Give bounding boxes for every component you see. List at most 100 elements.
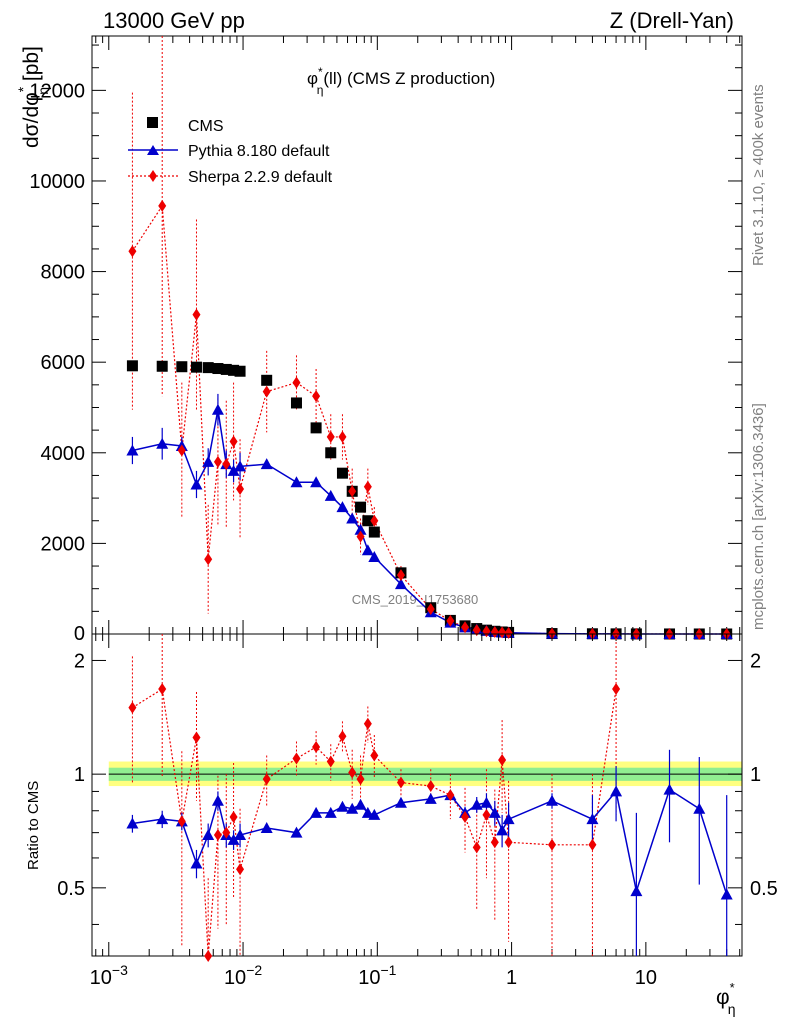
sherpa-ratio-point bbox=[312, 740, 321, 753]
sherpa-ratio-point bbox=[338, 730, 347, 743]
pythia-ratio-point bbox=[424, 792, 437, 804]
sherpa-ratio-point bbox=[192, 731, 201, 744]
legend: CMS Pythia 8.180 default Sherpa 2.2.9 de… bbox=[128, 117, 333, 186]
pythia-ratio-point bbox=[202, 829, 215, 841]
sherpa-ratio-point bbox=[498, 754, 507, 767]
sherpa-point bbox=[222, 458, 231, 471]
sherpa-point bbox=[338, 430, 347, 443]
header-right: Z (Drell-Yan) bbox=[610, 8, 734, 33]
pythia-ratio-point bbox=[394, 796, 407, 808]
x-tick-label: 10 bbox=[635, 967, 657, 989]
pythia-ratio-point bbox=[720, 888, 733, 900]
x-axis-label: φ* η bbox=[716, 980, 735, 1017]
pythia-point bbox=[354, 523, 367, 535]
sherpa-ratio-point bbox=[128, 701, 137, 714]
pythia-point bbox=[260, 458, 273, 470]
pythia-ratio-point bbox=[346, 802, 359, 814]
pythia-ratio-point bbox=[586, 813, 599, 825]
legend-label-cms: CMS bbox=[188, 118, 224, 135]
pythia-ratio-point bbox=[693, 802, 706, 814]
sherpa-ratio-point bbox=[426, 780, 435, 793]
ratio-y-tick-label: 0.5 bbox=[57, 878, 85, 900]
cms-point bbox=[228, 364, 240, 376]
y-tick-label: 10000 bbox=[29, 171, 85, 193]
sherpa-point bbox=[312, 390, 321, 403]
sherpa-line bbox=[131, 204, 727, 635]
sherpa-point bbox=[213, 455, 222, 468]
x-tick-label: 10−2 bbox=[224, 962, 262, 989]
sherpa-point bbox=[490, 625, 499, 638]
pythia-ratio-point bbox=[496, 824, 509, 836]
pythia-point bbox=[190, 478, 203, 490]
y-tick-label: 2000 bbox=[41, 533, 86, 555]
sherpa-ratio-point bbox=[548, 838, 557, 851]
cms-point bbox=[362, 515, 374, 527]
sherpa-point bbox=[356, 530, 365, 543]
ratio-y-axis-label: Ratio to CMS bbox=[25, 781, 42, 870]
main-panel-axes: 2000 4000 6000 8000 10000 12000 bbox=[29, 35, 743, 635]
ratio-y-tick-label-right: 2 bbox=[750, 650, 761, 672]
sherpa-ratio-point bbox=[158, 683, 167, 696]
pythia-point bbox=[394, 578, 407, 590]
sherpa-ratio-point bbox=[446, 789, 455, 802]
legend-marker-pythia bbox=[147, 145, 159, 155]
pythia-ratio-point bbox=[211, 794, 224, 806]
y-tick-label: 8000 bbox=[41, 262, 86, 284]
sherpa-ratio-line bbox=[132, 688, 617, 957]
y-tick-label: 6000 bbox=[41, 352, 86, 374]
pythia-point bbox=[211, 403, 224, 415]
sherpa-ratio-point bbox=[363, 717, 372, 730]
pythia-ratio-point bbox=[290, 826, 303, 838]
legend-marker-sherpa bbox=[149, 170, 157, 182]
pythia-ratio-point bbox=[502, 813, 515, 825]
header-left: 13000 GeV pp bbox=[103, 8, 245, 33]
pythia-ratio-point bbox=[126, 817, 139, 829]
pythia-ratio-point bbox=[336, 800, 349, 812]
pythia-ratio-point bbox=[156, 813, 169, 825]
main-panel: CMS_2019_I1753680 φ* η(ll) (CMS Z product… bbox=[15, 35, 743, 645]
y-tick-label: 4000 bbox=[41, 443, 86, 465]
sherpa-ratio-point bbox=[326, 755, 335, 768]
pythia-ratio-point bbox=[354, 798, 367, 810]
pythia-ratio-point bbox=[260, 822, 273, 834]
sherpa-ratio-point bbox=[504, 836, 513, 849]
pythia-ratio-point bbox=[190, 857, 203, 869]
sherpa-point bbox=[461, 621, 470, 634]
sherpa-ratio-point bbox=[356, 773, 365, 786]
pythia-ratio-point bbox=[227, 833, 240, 845]
cms-point bbox=[220, 363, 232, 375]
pythia-point bbox=[156, 437, 169, 449]
cms-point bbox=[190, 361, 202, 373]
ratio-panel-frame bbox=[91, 633, 743, 957]
ratio-y-tick-label: 2 bbox=[74, 650, 85, 672]
legend-label-sherpa: Sherpa 2.2.9 default bbox=[188, 169, 333, 186]
pythia-point bbox=[361, 544, 374, 556]
ratio-y-tick-label-right: 1 bbox=[750, 764, 761, 786]
y-axis-label: dσ/dφ* η [pb] bbox=[15, 46, 51, 148]
sherpa-point bbox=[192, 308, 201, 321]
cms-point bbox=[290, 397, 302, 409]
pythia-ratio-point bbox=[361, 806, 374, 818]
cms-point bbox=[355, 501, 367, 513]
pythia-point bbox=[234, 460, 247, 472]
sherpa-point bbox=[348, 485, 357, 498]
pythia-point bbox=[324, 489, 337, 501]
cms-point bbox=[325, 447, 337, 459]
cms-point bbox=[202, 362, 214, 374]
sherpa-point bbox=[177, 444, 186, 457]
sherpa-ratio-point bbox=[588, 838, 597, 851]
rivet-version-label: Rivet 3.1.10, ≥ 400k events bbox=[750, 84, 767, 266]
ratio-panel: 0.5 0.5 1 1 2 2 10−3 10−2 10−1 1 10 Ratio to CMS φ… bbox=[25, 633, 778, 1017]
sherpa-ratio-point bbox=[177, 815, 186, 828]
sherpa-ratio-point bbox=[262, 773, 271, 786]
sherpa-ratio-point bbox=[222, 826, 231, 839]
pythia-ratio-point bbox=[324, 806, 337, 818]
x-tick-label: 10−1 bbox=[358, 962, 396, 989]
cms-point bbox=[368, 526, 380, 538]
pythia-point bbox=[368, 550, 381, 562]
pythia-point bbox=[126, 444, 139, 456]
cms-point bbox=[176, 361, 188, 373]
sherpa-point bbox=[396, 569, 405, 582]
sherpa-ratio-point bbox=[396, 776, 405, 789]
